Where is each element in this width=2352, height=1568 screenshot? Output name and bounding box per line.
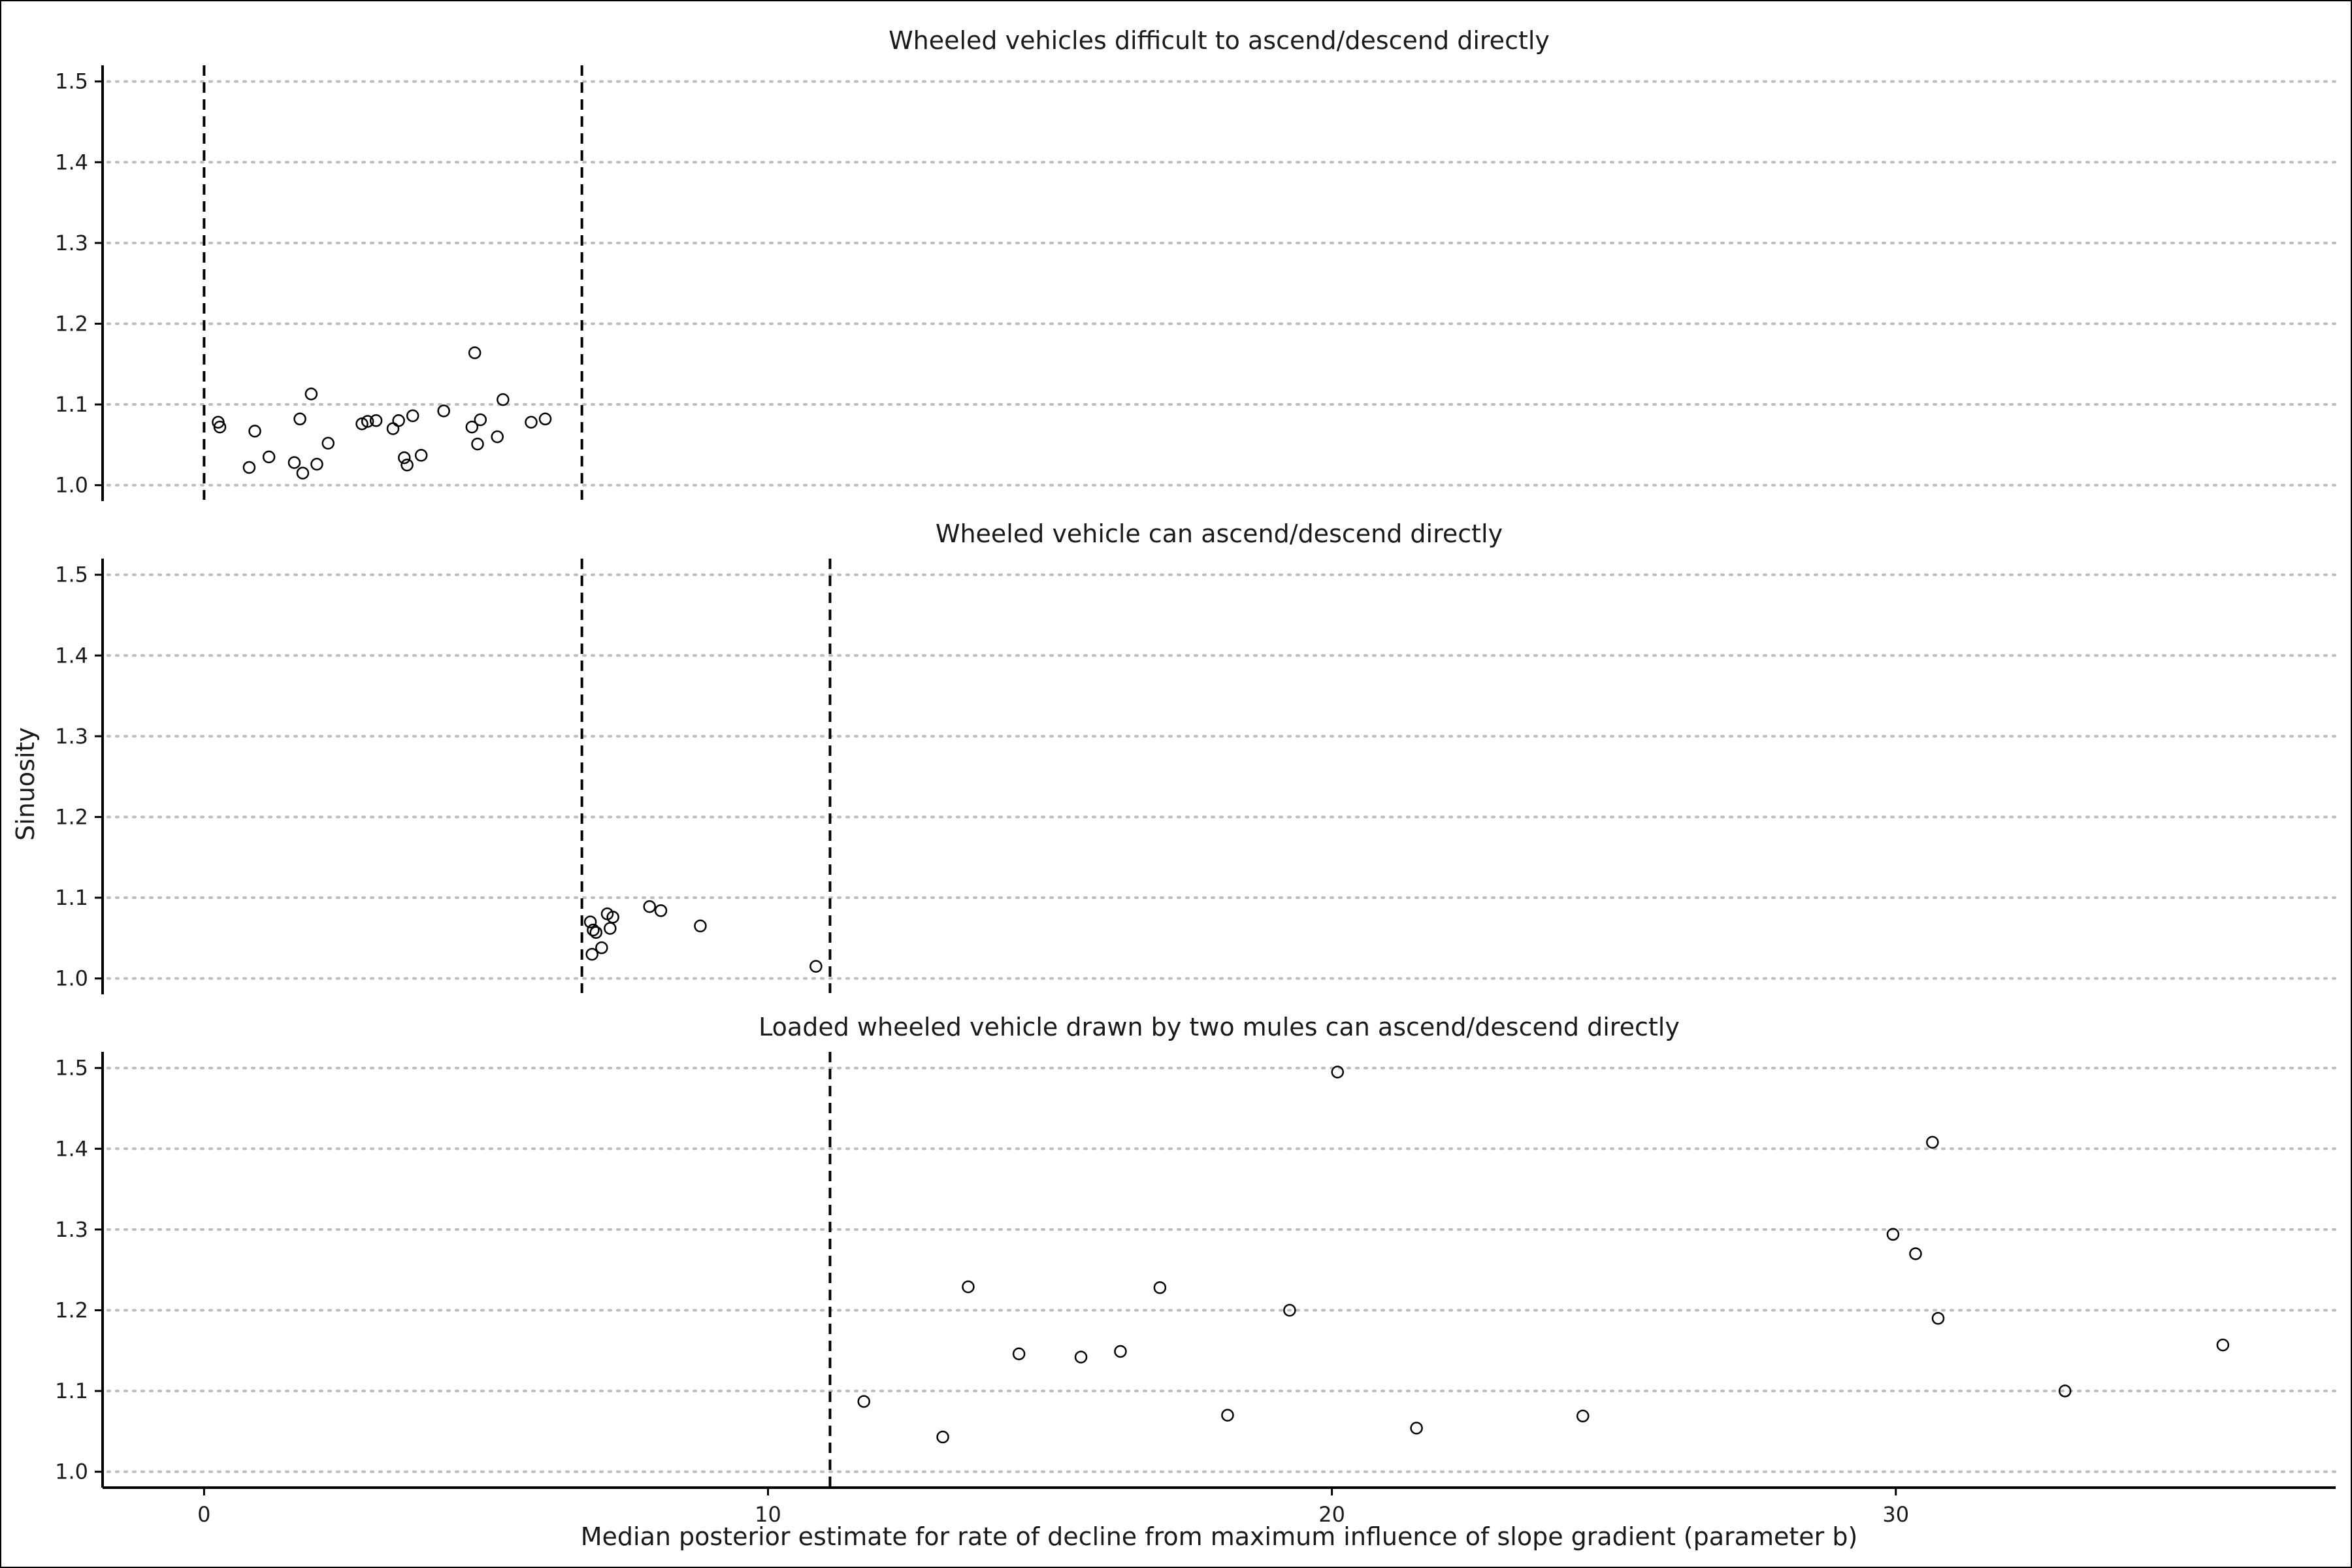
y-tick-label: 1.3: [55, 1217, 88, 1242]
data-point: [1153, 1281, 1167, 1294]
data-point: [587, 923, 600, 937]
y-axis-title: Sinuosity: [11, 727, 40, 841]
data-point: [361, 415, 374, 428]
data-point: [491, 430, 504, 444]
y-tick-label: 1.3: [55, 724, 88, 749]
data-point: [1410, 1422, 1423, 1435]
data-point: [525, 416, 538, 429]
y-tick-label: 1.0: [55, 966, 88, 991]
facet-panel-3: Loaded wheeled vehicle drawn by two mule…: [55, 1013, 2337, 1488]
data-point: [465, 420, 479, 434]
data-point: [310, 457, 323, 471]
data-point: [471, 437, 484, 451]
data-point: [2058, 1384, 2072, 1397]
data-point: [293, 412, 306, 426]
data-point: [398, 451, 411, 465]
y-tick-label: 1.2: [55, 1298, 88, 1322]
data-point: [606, 910, 619, 924]
facet-title: Loaded wheeled vehicle drawn by two mule…: [759, 1013, 1680, 1041]
y-tick-label: 1.5: [55, 563, 88, 587]
data-point: [287, 456, 301, 469]
y-tick-label: 1.1: [55, 885, 88, 910]
data-point: [262, 450, 276, 464]
data-point: [1114, 1345, 1127, 1358]
data-point: [242, 461, 256, 474]
x-axis: 0 10 20 30: [103, 1486, 2336, 1527]
x-tick-label: 30: [1882, 1502, 1909, 1527]
y-tick-label: 1.1: [55, 1379, 88, 1403]
y-tick-label: 1.0: [55, 473, 88, 498]
data-point: [595, 941, 608, 955]
data-point: [414, 449, 428, 462]
y-tick-label: 1.4: [55, 1136, 88, 1161]
data-point: [437, 404, 450, 417]
data-point: [497, 393, 510, 406]
data-point: [1221, 1409, 1234, 1422]
data-point: [962, 1280, 975, 1294]
data-point: [1331, 1066, 1345, 1079]
y-tick-label: 1.5: [55, 69, 88, 94]
facet-panel-1: Wheeled vehicles difficult to ascend/des…: [55, 26, 2337, 501]
data-point: [468, 346, 482, 359]
y-tick-label: 1.2: [55, 311, 88, 336]
data-point: [857, 1395, 870, 1408]
data-point: [1931, 1312, 1945, 1325]
facet-title: Wheeled vehicle can ascend/descend direc…: [936, 519, 1503, 548]
data-point: [392, 414, 405, 427]
data-point: [643, 900, 656, 913]
data-point: [583, 915, 597, 928]
data-point: [1576, 1409, 1590, 1423]
plot-layer: Wheeled vehicles difficult to ascend/des…: [55, 26, 2337, 1527]
data-point: [1074, 1350, 1088, 1364]
data-point: [1012, 1347, 1026, 1360]
data-point: [604, 922, 617, 935]
data-point: [589, 926, 602, 939]
y-tick-label: 1.1: [55, 392, 88, 417]
y-tick-label: 1.2: [55, 804, 88, 829]
data-point: [474, 413, 487, 427]
y-tick-label: 1.4: [55, 643, 88, 668]
y-tick-label: 1.0: [55, 1460, 88, 1484]
data-point: [654, 904, 668, 917]
data-point: [369, 414, 383, 427]
y-tick-label: 1.3: [55, 231, 88, 255]
data-point: [585, 947, 598, 961]
data-point: [1909, 1247, 1922, 1260]
data-point: [809, 960, 823, 973]
facet-panel-2: Wheeled vehicle can ascend/descend direc…: [55, 519, 2337, 994]
x-tick-label: 20: [1318, 1502, 1345, 1527]
x-tick-label: 10: [755, 1502, 781, 1527]
data-point: [248, 425, 261, 438]
y-tick-label: 1.4: [55, 150, 88, 174]
data-point: [538, 412, 552, 426]
data-point: [296, 466, 310, 480]
data-point: [1926, 1135, 1939, 1149]
data-point: [304, 387, 318, 400]
x-tick-label: 0: [197, 1502, 210, 1527]
data-point: [694, 919, 707, 933]
data-point: [400, 458, 414, 472]
data-point: [406, 409, 419, 423]
data-point: [1283, 1303, 1296, 1317]
data-point: [355, 417, 368, 431]
facet-title: Wheeled vehicles difficult to ascend/des…: [889, 26, 1550, 55]
data-point: [213, 420, 227, 434]
data-point: [1886, 1228, 1900, 1241]
data-point: [936, 1430, 949, 1444]
x-axis-title: Median posterior estimate for rate of de…: [581, 1522, 1858, 1551]
data-point: [321, 436, 335, 450]
y-tick-label: 1.5: [55, 1056, 88, 1081]
data-point: [2216, 1338, 2230, 1352]
